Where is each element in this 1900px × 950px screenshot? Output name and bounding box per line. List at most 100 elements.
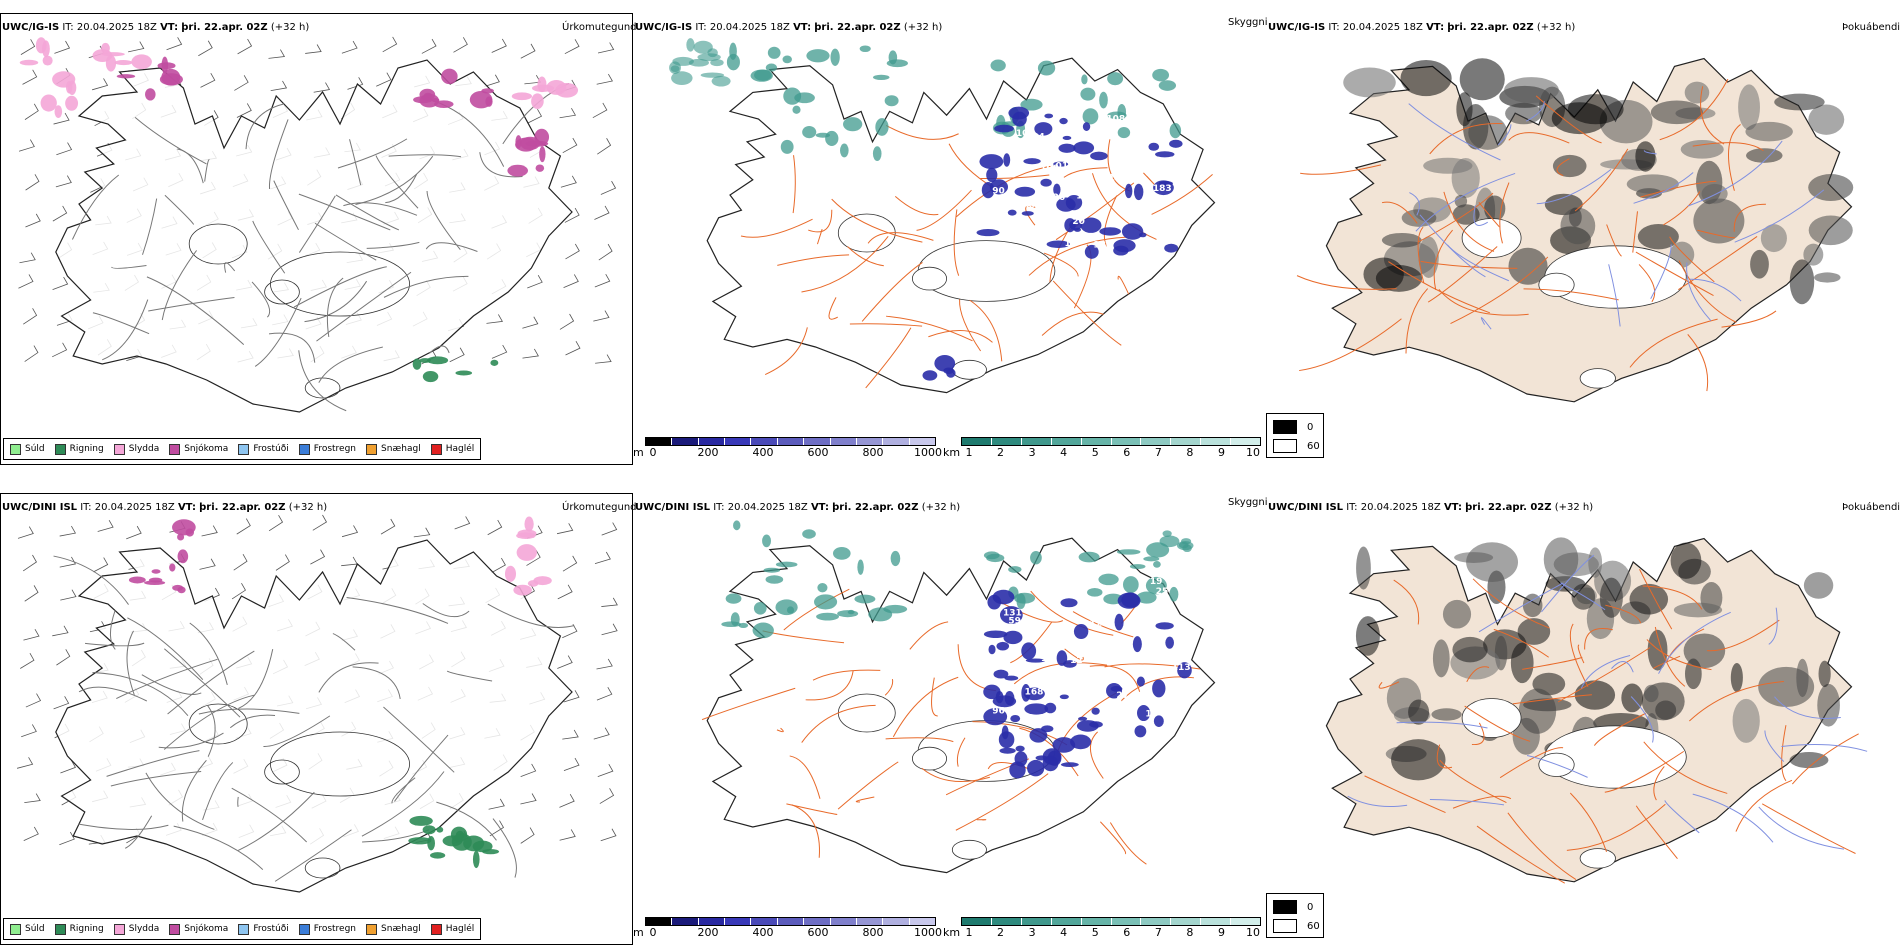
road-line	[53, 555, 129, 605]
road-line	[304, 280, 368, 323]
road-line	[1418, 192, 1494, 243]
wind-barb	[19, 252, 36, 264]
road-line	[252, 220, 286, 274]
snow-area	[116, 74, 136, 79]
fog-index-area	[1400, 60, 1452, 97]
low-visibility-area	[754, 69, 772, 81]
snow-area	[172, 584, 184, 591]
wind-barb	[560, 175, 577, 188]
road-line	[801, 704, 876, 743]
river-line	[1764, 730, 1785, 762]
fog-legend-top: 0 60	[1266, 413, 1324, 458]
low-cloud-area	[1046, 240, 1070, 248]
low-visibility-area	[872, 74, 890, 80]
legend-label: Snjókoma	[184, 924, 229, 934]
wind-barb	[275, 554, 290, 571]
visibility-unit: km	[943, 446, 961, 459]
legend-item-0: Súld	[10, 443, 45, 455]
wind-barb	[380, 518, 396, 535]
fog-index-area	[1629, 583, 1669, 615]
header-precip-top: UWC/IG-IS IT: 20.04.2025 18Z VT: þri. 22…	[2, 22, 310, 33]
wind-barb	[313, 82, 331, 93]
colorbar-tick-label: 0	[649, 926, 657, 939]
low-cloud-area	[1099, 227, 1121, 236]
fog-index-area	[1551, 102, 1608, 135]
header-cloud-top: UWC/IG-IS IT: 20.04.2025 18Z VT: þri. 22…	[635, 22, 943, 33]
road-line	[1508, 132, 1570, 144]
road-line	[1472, 578, 1550, 629]
wind-barb	[491, 557, 506, 574]
low-visibility-area	[792, 105, 801, 114]
road-line	[1099, 821, 1127, 855]
road-line	[865, 327, 912, 389]
cloud-base-label: 105	[1016, 129, 1035, 139]
wind-barb	[55, 175, 72, 188]
road-line	[148, 296, 235, 312]
road-line	[388, 154, 462, 158]
visibility-unit: km	[943, 926, 961, 939]
visibility-bar	[961, 437, 1261, 446]
low-visibility-area	[752, 622, 774, 639]
glacier-outline	[304, 377, 341, 399]
colorbar-segment	[1201, 918, 1232, 925]
road-line	[955, 773, 1049, 831]
road-line	[885, 124, 959, 140]
road-line	[111, 264, 147, 269]
snow-area	[424, 92, 432, 98]
glacier-outline	[188, 223, 248, 265]
wind-barb	[382, 36, 398, 53]
low-cloud-area	[1044, 702, 1057, 714]
road-line	[198, 708, 300, 715]
road-line	[1781, 725, 1787, 782]
road-line	[94, 672, 189, 716]
wind-barb	[520, 43, 536, 59]
glacier-outline	[1538, 272, 1575, 297]
fog-panel-top	[1266, 13, 1900, 465]
colorbar-segment	[991, 438, 1022, 445]
road-line	[1378, 681, 1400, 689]
glacier-outline	[911, 266, 947, 291]
cloud-base-label: 180	[1093, 240, 1112, 250]
road-line	[1299, 318, 1402, 372]
road-line	[71, 174, 120, 240]
fog-index-area	[1789, 752, 1829, 769]
fog-index-area	[1375, 265, 1423, 292]
low-cloud-area	[1003, 630, 1023, 645]
snow-area	[151, 569, 161, 574]
colorbar-tick-label: 200	[697, 926, 719, 939]
fog-high-swatch	[1273, 439, 1297, 453]
sleet-area	[114, 60, 133, 66]
wind-barb	[305, 44, 322, 54]
fog-index-area	[1391, 739, 1446, 781]
road-line	[956, 737, 966, 767]
road-line	[1436, 744, 1453, 769]
river-line	[1419, 214, 1486, 278]
legend-swatch	[113, 443, 125, 455]
rain-area	[455, 370, 473, 376]
low-visibility-area	[814, 594, 838, 610]
low-visibility-area	[794, 92, 815, 104]
road-line	[355, 155, 434, 206]
wind-barb	[526, 550, 541, 566]
road-line	[1063, 167, 1108, 178]
fog-index-area	[1684, 81, 1710, 104]
fog-title-bottom: Þokuábendi	[1842, 502, 1900, 513]
fog-index-area	[1650, 100, 1703, 125]
road-line	[164, 648, 241, 718]
fog-index-area	[1818, 660, 1831, 688]
road-line	[1605, 604, 1642, 624]
road-line	[127, 617, 204, 681]
legend-item-1: Rigning	[54, 923, 104, 935]
snow-area	[159, 73, 183, 86]
fog-index-area	[1730, 662, 1743, 693]
low-cloud-area	[981, 182, 995, 199]
wind-barb	[92, 78, 109, 91]
road-line	[1300, 164, 1382, 175]
wind-barb	[565, 340, 581, 356]
low-visibility-area	[854, 594, 876, 604]
legend-swatch	[430, 443, 442, 455]
road-line	[1761, 803, 1856, 854]
low-cloud-area	[1014, 186, 1036, 197]
road-line	[1493, 628, 1549, 658]
cloud-base-label: 78	[1038, 197, 1051, 207]
